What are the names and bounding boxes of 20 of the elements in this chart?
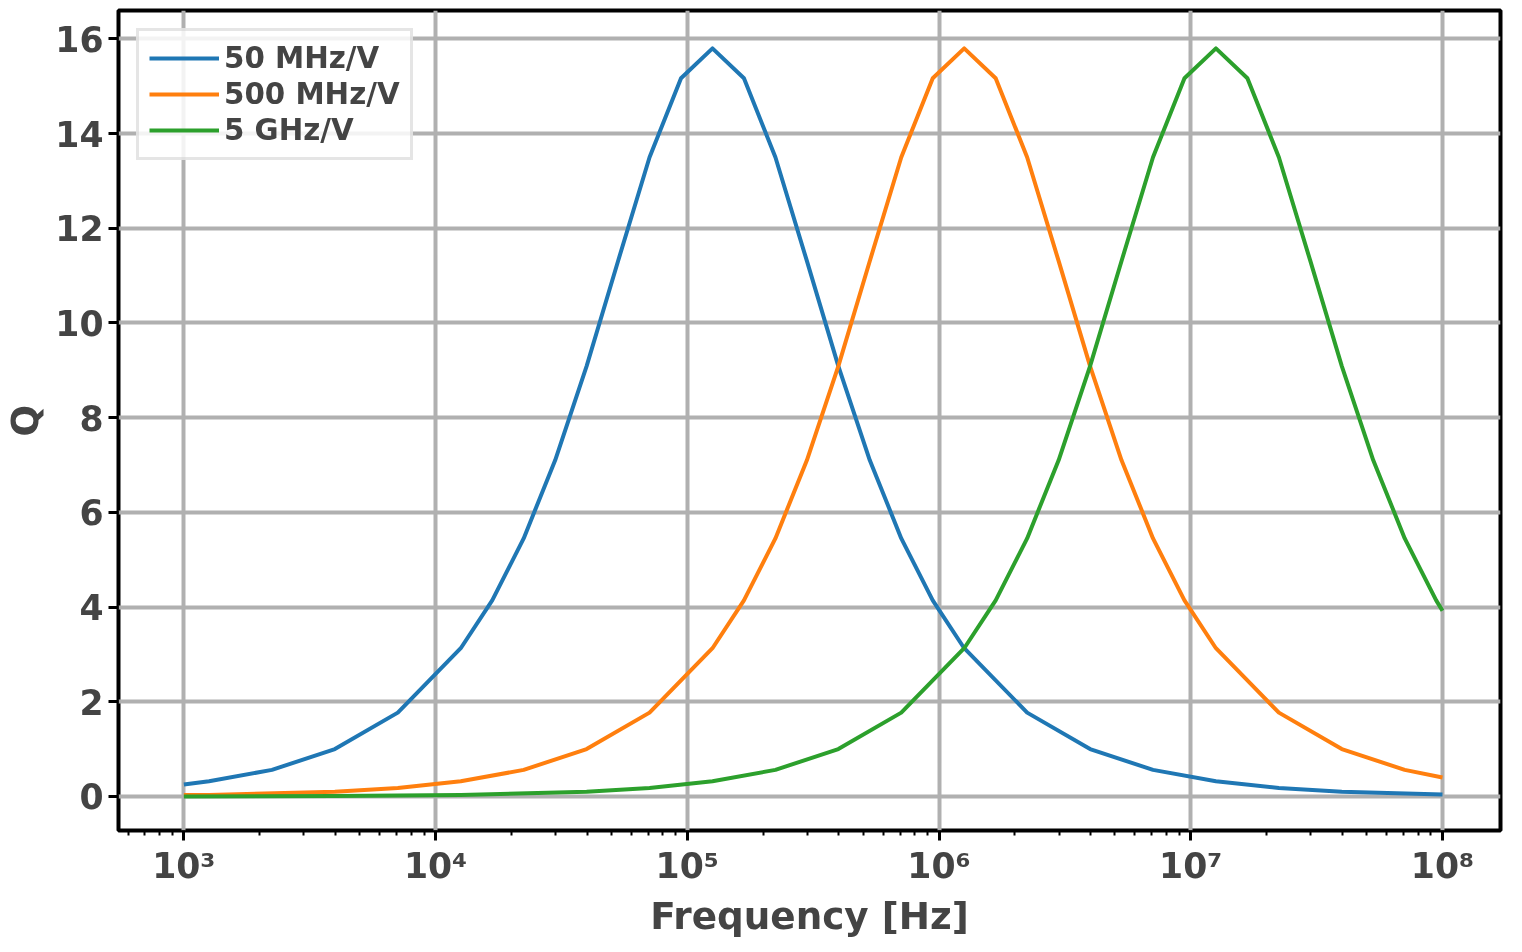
legend-label: 5 GHz/V	[224, 113, 354, 147]
y-tick-label: 2	[79, 682, 104, 723]
y-tick-label: 0	[79, 777, 104, 818]
y-tick-label: 14	[55, 114, 104, 155]
y-tick-label: 4	[79, 588, 104, 629]
y-tick-label: 16	[55, 19, 104, 60]
x-tick-label: 10⁸	[1410, 845, 1475, 886]
legend-label: 500 MHz/V	[224, 77, 400, 111]
y-tick-label: 8	[79, 398, 104, 439]
x-tick-label: 10⁴	[403, 845, 468, 886]
y-tick-label: 10	[55, 303, 104, 344]
y-tick-label: 6	[79, 493, 104, 534]
y-tick-label: 12	[55, 209, 104, 250]
x-tick-label: 10³	[152, 845, 216, 886]
x-tick-label: 10⁷	[1159, 845, 1223, 886]
y-axis-title: Q	[3, 404, 48, 437]
x-axis-title: Frequency [Hz]	[650, 893, 969, 938]
x-tick-label: 10⁶	[907, 845, 971, 886]
legend-label: 50 MHz/V	[224, 41, 380, 75]
x-tick-label: 10⁵	[655, 845, 720, 886]
